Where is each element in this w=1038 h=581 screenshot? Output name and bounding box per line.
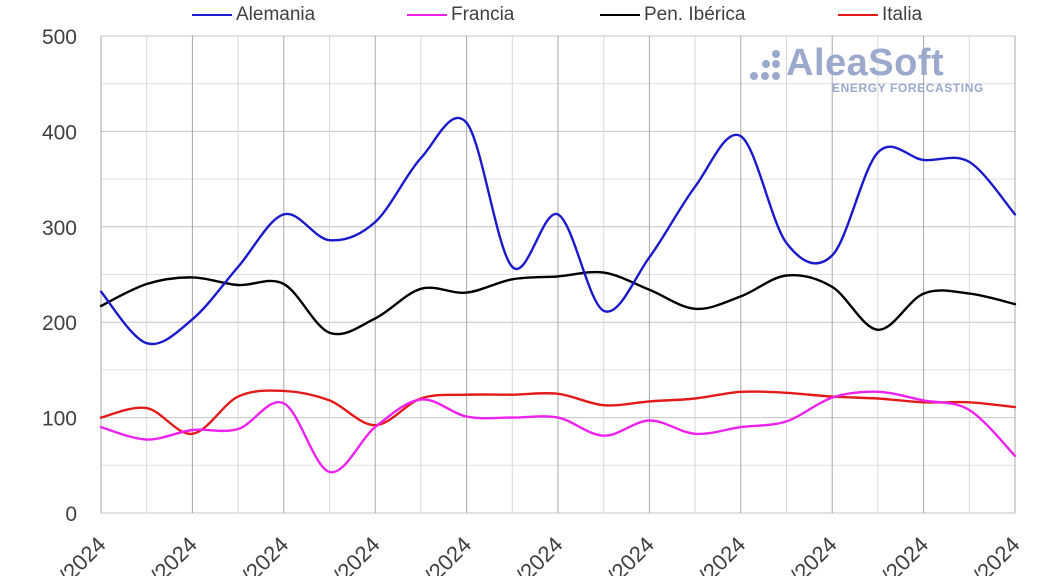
x-tick-label: /2024	[237, 532, 294, 576]
x-tick-label: /2024	[785, 532, 842, 576]
x-tick-label: /2024	[968, 532, 1025, 576]
axes: 0 100 200 300 400 500/2024/2024/2024/2024/202…	[42, 26, 1025, 581]
x-tick-label: /2024	[602, 532, 659, 576]
legend-item-alemania: Alemania	[192, 2, 315, 28]
x-tick-label: /2024	[511, 532, 568, 576]
series-line-italia	[99, 389, 1017, 436]
legend-swatch	[600, 14, 640, 16]
x-tick-label: /2024	[328, 532, 385, 576]
legend-swatch	[838, 14, 878, 16]
legend-swatch	[192, 14, 232, 16]
legend-item-pen-iberica: Pen. Ibérica	[600, 2, 745, 28]
series-line-alemania	[99, 116, 1017, 346]
series-lines	[99, 116, 1017, 474]
y-tick-label: 400	[42, 121, 77, 144]
legend-label: Pen. Ibérica	[644, 4, 746, 25]
y-tick-label: 0	[65, 503, 77, 526]
x-tick-label: /2024	[420, 532, 477, 576]
legend-item-francia: Francia	[407, 2, 514, 28]
series-line-francia	[99, 390, 1017, 474]
series-line-pen-iberica	[99, 270, 1017, 336]
legend-label: Italia	[882, 4, 923, 25]
x-tick-label: /2024	[877, 532, 934, 576]
x-tick-label: /2024	[694, 532, 751, 576]
y-tick-label: 300	[42, 217, 77, 240]
x-tick-label: /2024	[54, 532, 111, 576]
legend-swatch	[407, 14, 447, 16]
y-tick-label: 100	[42, 408, 77, 431]
legend: Alemania Francia Pen. Ibérica Italia	[0, 2, 1038, 28]
grid	[100, 35, 1016, 514]
legend-item-italia: Italia	[838, 2, 922, 28]
x-tick-label: /2024	[145, 532, 202, 576]
y-tick-label: 200	[42, 312, 77, 335]
y-tick-label: 500	[42, 26, 77, 49]
legend-label: Alemania	[236, 4, 316, 25]
legend-label: Francia	[451, 4, 515, 25]
